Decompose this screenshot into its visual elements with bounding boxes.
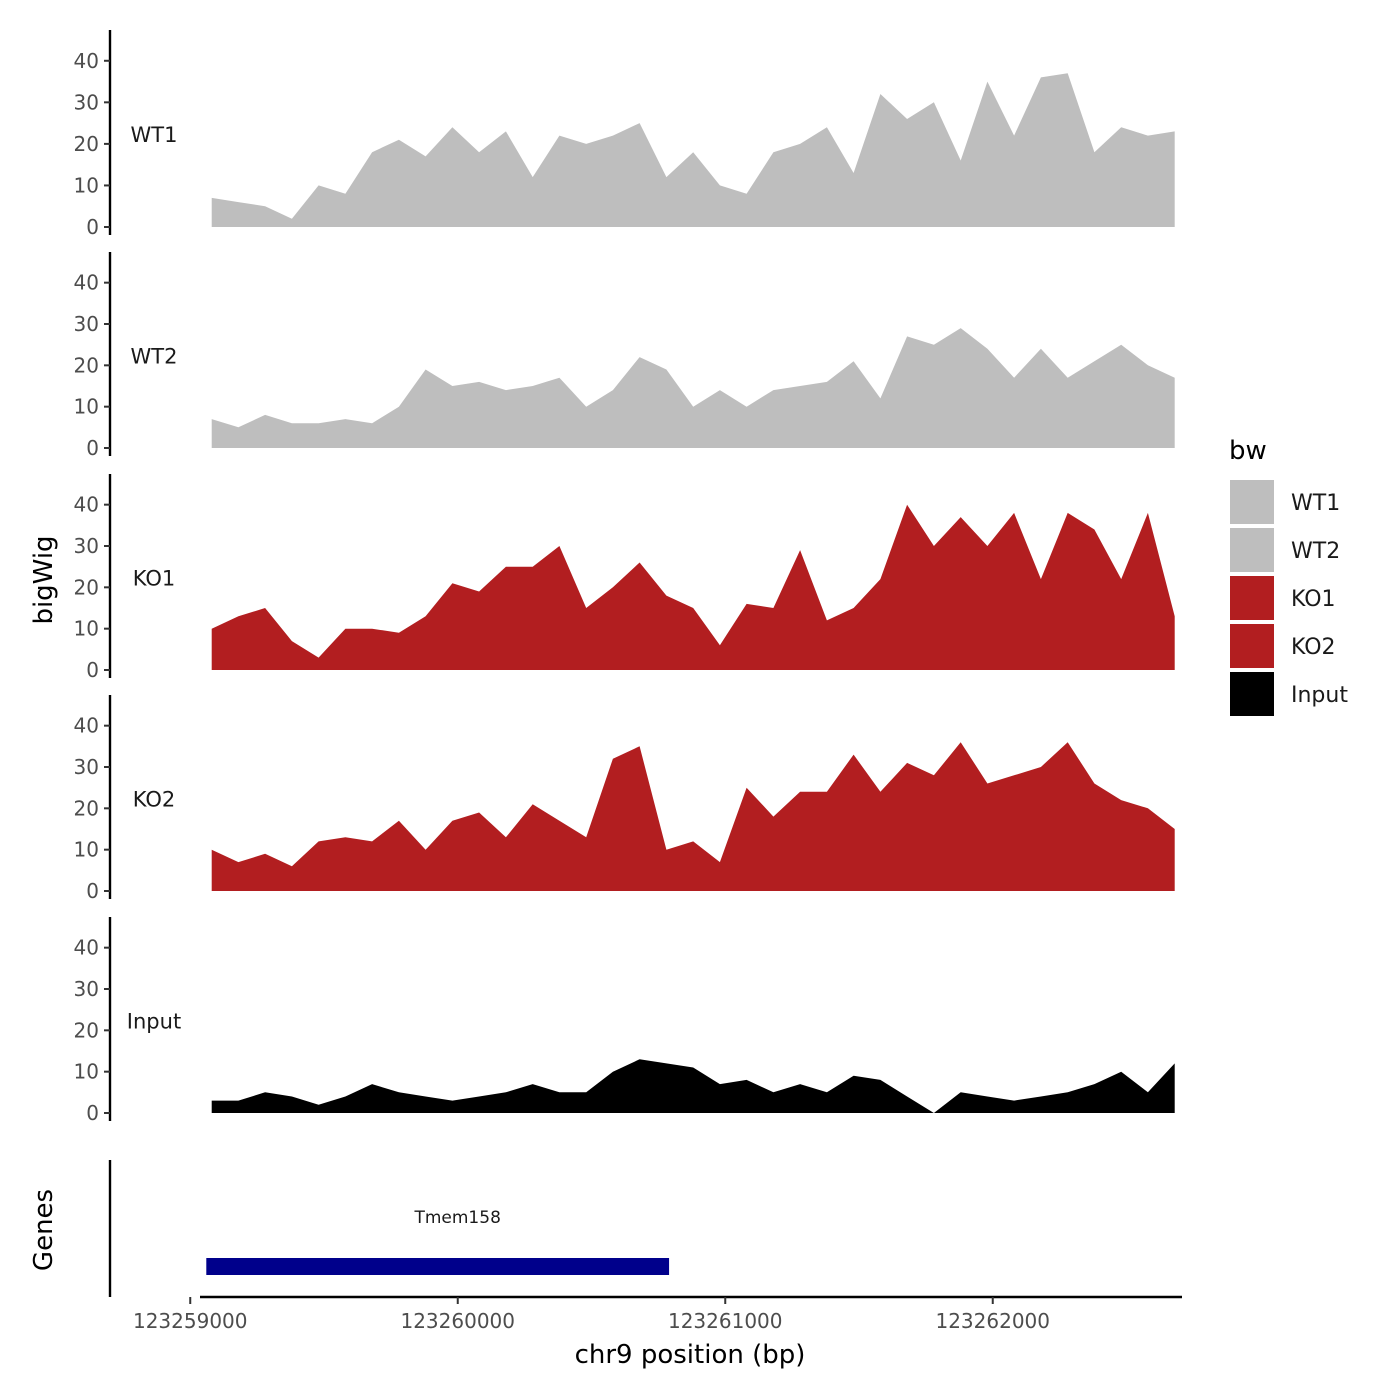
legend-label-wt1: WT1 — [1291, 491, 1340, 516]
y-tick-label: 30 — [74, 755, 99, 779]
gene-label-tmem158: Tmem158 — [413, 1208, 500, 1228]
track-ko2: 0 10 20 30 40 KO2 — [74, 695, 1175, 903]
y-tick-label: 40 — [74, 271, 99, 295]
y-tick-label: 0 — [86, 215, 99, 239]
y-tick-label: 40 — [74, 49, 99, 73]
y-tick-label: 10 — [74, 395, 99, 419]
x-tick-label: 123261000 — [668, 1309, 783, 1333]
track-label-ko2: KO2 — [133, 787, 176, 811]
track-wt2: 0 10 20 30 40 WT2 — [74, 252, 1175, 460]
coverage-area-wt2 — [211, 328, 1175, 448]
gene-body-tmem158 — [206, 1258, 670, 1275]
y-tick-label: 0 — [86, 1101, 99, 1125]
coverage-area-ko2 — [211, 742, 1175, 891]
x-tick-label: 123259000 — [133, 1309, 248, 1333]
track-input: 0 10 20 30 40 Input — [74, 917, 1175, 1125]
y-tick-label: 20 — [74, 796, 99, 820]
track-wt1: 0 10 20 30 40 WT1 — [74, 30, 1175, 239]
y-tick-label: 30 — [74, 312, 99, 336]
y-tick-label: 0 — [86, 658, 99, 682]
legend-label-ko1: KO1 — [1291, 587, 1336, 612]
y-tick-label: 10 — [74, 838, 99, 862]
legend-key-wt2 — [1230, 528, 1274, 572]
track-label-input: Input — [127, 1009, 181, 1033]
y-tick-label: 10 — [74, 617, 99, 641]
y-tick-label: 30 — [74, 534, 99, 558]
y-tick-label: 0 — [86, 436, 99, 460]
legend-label-input: Input — [1291, 683, 1348, 708]
y-tick-label: 30 — [74, 90, 99, 114]
legend-key-ko2 — [1230, 624, 1274, 668]
gene-panel-title: Genes — [29, 1189, 59, 1271]
coverage-area-ko1 — [211, 504, 1175, 670]
legend-key-input — [1230, 672, 1274, 716]
legend-key-ko1 — [1230, 576, 1274, 620]
coverage-tracks: 0 10 20 30 40 WT1 0 10 20 30 40 WT2 0 10 20 30 40 KO1 0 10 2… — [74, 30, 1175, 1125]
x-axis: 123259000 123260000 123261000 123262000 — [133, 1295, 1182, 1333]
x-axis-title: chr9 position (bp) — [575, 1340, 806, 1370]
y-tick-label: 20 — [74, 1018, 99, 1042]
y-tick-label: 20 — [74, 353, 99, 377]
y-tick-label: 0 — [86, 879, 99, 903]
coverage-area-input — [211, 1059, 1175, 1113]
coverage-area-wt1 — [211, 73, 1175, 227]
x-tick-label: 123262000 — [935, 1309, 1050, 1333]
y-tick-label: 20 — [74, 575, 99, 599]
y-tick-label: 10 — [74, 1060, 99, 1084]
y-tick-label: 20 — [74, 132, 99, 156]
y-axis-title: bigWig — [29, 535, 59, 624]
track-ko1: 0 10 20 30 40 KO1 — [74, 474, 1175, 682]
y-tick-label: 10 — [74, 173, 99, 197]
legend: bw WT1 WT2 KO1 KO2 Input — [1229, 436, 1348, 716]
x-tick-label: 123260000 — [400, 1309, 515, 1333]
y-tick-label: 40 — [74, 493, 99, 517]
legend-key-wt1 — [1230, 480, 1274, 524]
y-tick-label: 40 — [74, 936, 99, 960]
y-tick-label: 40 — [74, 714, 99, 738]
legend-title: bw — [1229, 436, 1267, 466]
y-tick-label: 30 — [74, 977, 99, 1001]
track-label-ko1: KO1 — [133, 566, 176, 590]
track-label-wt2: WT2 — [131, 344, 178, 368]
track-label-wt1: WT1 — [131, 123, 178, 147]
legend-label-ko2: KO2 — [1291, 635, 1336, 660]
gene-panel: Tmem158 — [108, 1160, 670, 1297]
legend-label-wt2: WT2 — [1291, 539, 1340, 564]
